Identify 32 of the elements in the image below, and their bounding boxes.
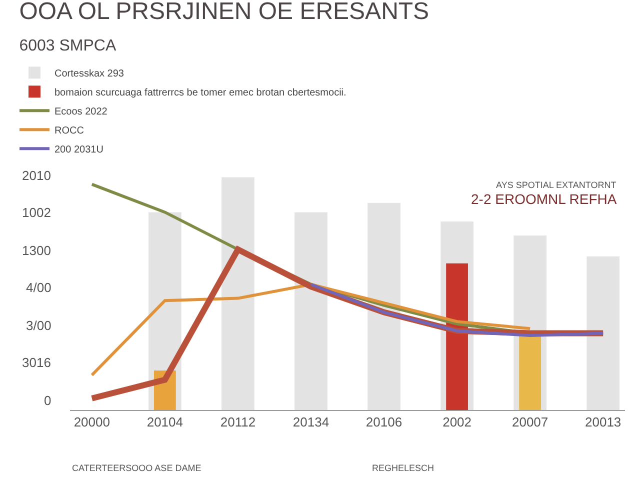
x-tick-label: 20134 [292,414,330,430]
bar [294,212,328,410]
legend-label: 200 2031U [54,144,104,156]
x-tick-label: 2002 [442,414,472,430]
text: REGHELESCH [372,463,434,473]
text: 0 [44,393,52,408]
x-tick-label: 20000 [74,414,110,430]
text: 3016 [22,355,51,370]
chart-subtitle: 6003 SMPCA [19,37,116,54]
bar [519,336,542,410]
text: 2010 [22,168,51,183]
x-tick-label: 20112 [220,414,256,430]
bar [368,202,400,410]
legend-label: ROCC [54,126,84,137]
x-tick-label: 20007 [512,414,548,430]
bar [222,177,254,410]
text: 3/00 [26,318,52,333]
bar [446,263,468,410]
x-tick-label: 20104 [146,414,184,430]
annotation: 2-2 EROOMNL REFHA [471,191,618,207]
chart-title: OOA OL PRSRJINEN OE ERESANTS [19,0,430,26]
text: CATERTEERSOOO ASE DAME [72,463,202,473]
legend-label: Cortesskax 293 [54,68,124,80]
text: 1300 [22,243,51,258]
legend-label: bomaion scurcuaga fattrerrcs be tomer emec brotan cbertesmocii. [54,88,346,99]
annotation: AYS SPOTIAL EXTANTORNT [496,180,617,190]
text: 4/00 [26,280,52,295]
legend-label: Ecoos 2022 [54,106,108,118]
x-tick-label: 20013 [585,414,622,430]
bar [586,256,620,410]
x-tick-label: 20106 [366,414,402,430]
text: 1002 [22,205,51,220]
